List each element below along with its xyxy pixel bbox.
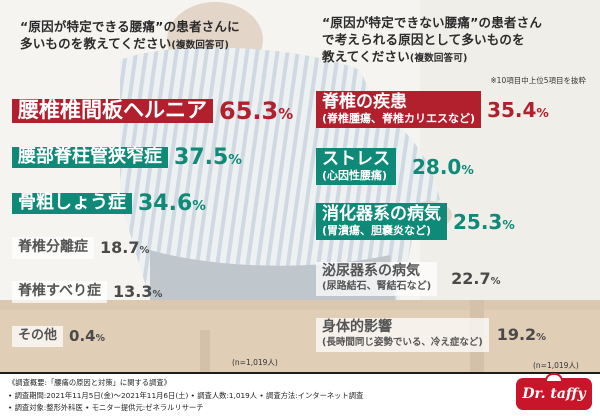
right-item-value: 35.4 — [487, 97, 537, 122]
right-item-unit: % — [502, 216, 515, 232]
right-item-label: 脊椎の疾患 — [322, 92, 407, 112]
left-item-pct: 0.4% — [69, 327, 105, 345]
right-item-label: ストレス — [322, 149, 390, 169]
right-item-value: 22.7 — [451, 269, 491, 289]
right-item-value: 28.0 — [412, 154, 462, 179]
right-item-unit: % — [461, 161, 474, 177]
left-item-4: 脊椎分離症 18.7% — [12, 237, 149, 259]
left-question-line1: “原因が特定できる腰痛”の患者さんに — [20, 19, 240, 34]
left-item-value: 0.4 — [69, 327, 96, 346]
right-item-pct: 28.0% — [412, 155, 474, 179]
left-item-5: 脊椎すべり症 13.3% — [12, 281, 162, 303]
left-item-value: 65.3 — [219, 97, 279, 125]
right-item-pct: 22.7% — [451, 269, 500, 288]
footer-line-3: • 調査対象:整形外科医 • モニター提供元:ゼネラルリサーチ — [8, 403, 204, 412]
right-item-unit: % — [490, 276, 501, 288]
left-item-pct: 37.5% — [174, 145, 242, 170]
right-item-label: 身体的影響 — [322, 319, 392, 335]
right-item-label-block: ストレス (心因性腰痛) — [316, 148, 396, 186]
right-question-line3: 教えてください — [322, 49, 410, 64]
right-sample-note: (n=1,019人) — [533, 361, 579, 370]
right-item-label-block: 消化器系の病気 (胃潰瘍、胆嚢炎など) — [316, 203, 447, 241]
right-question-line2: で考えられる原因として多いものを — [322, 32, 525, 47]
left-item-value: 13.3 — [113, 282, 153, 302]
left-item-label: 骨粗しょう症 — [12, 193, 132, 214]
right-question-line3-wrap: 教えてください(複数回答可) — [322, 48, 542, 67]
left-item-unit: % — [278, 105, 294, 123]
left-item-unit: % — [95, 333, 105, 345]
right-item-5: 身体的影響 (長時間同じ姿勢でいる、冷え症など) 19.2% — [316, 318, 546, 352]
left-item-unit: % — [192, 198, 206, 214]
right-item-label: 泌尿器系の病気 — [322, 263, 420, 279]
right-item-pct: 35.4% — [487, 98, 549, 122]
right-item-unit: % — [536, 332, 547, 344]
left-item-label: 脊椎すべり症 — [12, 281, 108, 303]
right-question-title: “原因が特定できない腰痛”の患者さん で考えられる原因として多いものを 教えてく… — [322, 14, 542, 67]
left-item-unit: % — [152, 289, 163, 301]
left-item-label: その他 — [12, 326, 64, 347]
left-item-label: 腰部脊柱管狭窄症 — [12, 147, 168, 168]
right-item-1: 脊椎の疾患 (脊椎腫瘍、脊椎カリエスなど) 35.4% — [316, 91, 549, 129]
left-item-label: 脊椎分離症 — [12, 237, 94, 259]
left-item-value: 37.5 — [174, 145, 229, 170]
left-item-6: その他 0.4% — [12, 326, 105, 347]
left-item-label: 腰椎椎間板ヘルニア — [12, 99, 213, 123]
logo-text: Dr. taffy — [522, 386, 586, 402]
left-item-3: 骨粗しょう症 34.6% — [12, 191, 206, 216]
left-item-1: 腰椎椎間板ヘルニア 65.3% — [12, 97, 293, 125]
right-top-note: ※10項目中上位5項目を抜粋 — [490, 76, 586, 85]
right-item-pct: 19.2% — [497, 325, 546, 344]
dr-taffy-logo: Dr. taffy — [516, 373, 592, 410]
right-item-sub: (尿路結石、腎結石など) — [322, 280, 432, 292]
right-item-pct: 25.3% — [453, 210, 515, 234]
right-item-4: 泌尿器系の病気 (尿路結石、腎結石など) 22.7% — [316, 262, 501, 296]
left-item-unit: % — [139, 245, 150, 257]
left-item-pct: 34.6% — [138, 191, 206, 216]
right-item-label-block: 脊椎の疾患 (脊椎腫瘍、脊椎カリエスなど) — [316, 91, 482, 129]
right-item-3: 消化器系の病気 (胃潰瘍、胆嚢炎など) 25.3% — [316, 203, 515, 241]
left-item-pct: 65.3% — [219, 97, 293, 125]
left-item-value: 34.6 — [138, 191, 193, 216]
left-item-2: 腰部脊柱管狭窄症 37.5% — [12, 145, 242, 170]
footer-line-1: 《調査概要:「腰痛の原因と対策」に関する調査》 — [8, 378, 171, 387]
left-question-title: “原因が特定できる腰痛”の患者さんに 多いものを教えてください(複数回答可) — [20, 18, 240, 54]
left-question-line2: 多いものを教えてください — [20, 36, 172, 51]
right-item-value: 25.3 — [453, 209, 503, 234]
footer-line-2: • 調査期間:2021年11月5日(金)〜2021年11月6日(土) • 調査人… — [8, 391, 364, 400]
left-item-unit: % — [228, 152, 242, 168]
left-item-pct: 18.7% — [100, 238, 149, 257]
right-item-2: ストレス (心因性腰痛) 28.0% — [316, 148, 474, 186]
right-question-multi: (複数回答可) — [409, 53, 468, 64]
left-sample-note: (n=1,019人) — [232, 358, 278, 367]
left-question-multi: (複数回答可) — [171, 40, 229, 51]
survey-footer: 《調査概要:「腰痛の原因と対策」に関する調査》 • 調査期間:2021年11月5… — [0, 372, 600, 416]
right-item-label-block: 身体的影響 (長時間同じ姿勢でいる、冷え症など) — [316, 318, 489, 352]
right-item-label-block: 泌尿器系の病気 (尿路結石、腎結石など) — [316, 262, 438, 296]
right-question-line1: “原因が特定できない腰痛”の患者さん — [322, 15, 543, 30]
right-item-sub: (脊椎腫瘍、脊椎カリエスなど) — [322, 112, 476, 126]
logo-arc-icon — [545, 373, 563, 381]
right-item-label: 消化器系の病気 — [322, 204, 441, 224]
left-item-pct: 13.3% — [113, 282, 162, 301]
left-question-line2-wrap: 多いものを教えてください(複数回答可) — [20, 35, 240, 54]
right-item-value: 19.2 — [496, 325, 537, 345]
right-item-unit: % — [536, 104, 549, 120]
right-item-sub: (長時間同じ姿勢でいる、冷え症など) — [322, 336, 483, 348]
right-item-sub: (心因性腰痛) — [322, 169, 388, 183]
right-item-sub: (胃潰瘍、胆嚢炎など) — [322, 224, 432, 238]
left-item-value: 18.7 — [100, 238, 140, 258]
